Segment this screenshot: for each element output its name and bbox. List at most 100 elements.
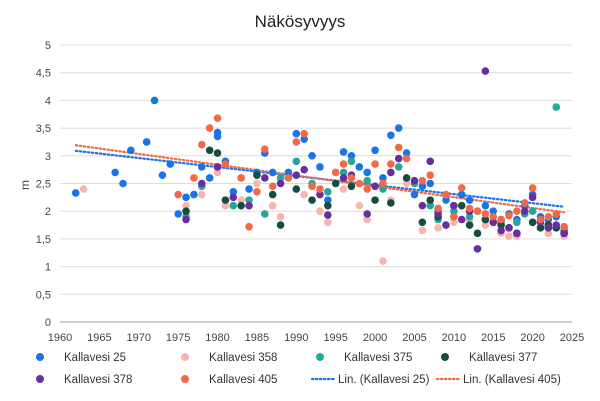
y-tick-label: 4 [45,95,51,107]
data-point [276,179,285,188]
y-tick-label: 4,5 [36,68,51,80]
trendlines [74,144,566,214]
data-point [379,179,387,188]
data-point [324,196,332,204]
data-point [339,160,348,168]
y-tick-label: 3 [45,151,51,163]
data-point [465,204,474,213]
data-point [268,201,277,210]
data-point [450,212,458,221]
legend-label: Kallavesi 25 [64,352,126,364]
data-point [197,163,206,171]
data-point [363,176,372,185]
data-point [379,257,387,265]
x-axis-ticks: 1960 1965 1970 1975 1980 1985 1990 1995 2000 2005… [48,332,584,344]
data-point [284,168,293,177]
data-point [190,174,198,182]
data-point [316,185,324,193]
data-point [426,171,435,179]
legend-label: Kallavesi 375 [344,352,412,364]
data-point [426,201,435,210]
data-point [213,132,222,141]
data-point [182,207,190,215]
data-point [253,171,261,179]
data-point [465,196,474,204]
data-point [402,149,411,157]
data-point [237,201,245,210]
data-point [450,218,458,227]
data-point [371,160,379,168]
legend-label: Kallavesi 405 [209,374,277,386]
data-point [497,226,505,235]
gridlines [60,44,572,323]
x-tick-label: 1985 [245,332,269,344]
data-point [552,221,561,229]
data-point [418,182,427,191]
data-point [465,221,474,229]
data-point [442,221,450,229]
data-point [450,201,458,210]
data-point [190,190,198,199]
data-point [292,171,301,179]
data-point [284,174,293,182]
data-point [402,154,411,163]
y-tick-label: 2,5 [36,179,51,191]
data-point [473,229,482,238]
data-point [481,201,490,210]
y-tick-label: 5 [45,40,51,52]
legend-label: Lin. (Kallavesi 405) [463,374,561,386]
data-point [544,212,553,221]
x-tick-label: 1970 [127,332,151,344]
data-point [402,174,411,182]
data-point [213,149,222,157]
data-point [505,211,513,220]
data-point [363,215,372,224]
data-point [418,218,427,227]
trendline [74,144,566,214]
data-point [205,124,214,132]
x-tick-label: 2005 [402,332,426,344]
data-point [426,196,435,204]
data-point [324,211,332,219]
data-point [182,201,190,210]
data-point [489,212,498,221]
data-point [497,221,505,229]
data-point [418,176,427,185]
data-point [497,215,505,224]
legend-label: Kallavesi 358 [209,352,277,364]
data-point [473,207,482,215]
data-point [371,146,379,155]
y-tick-label: 1,5 [36,234,51,246]
data-point [426,157,435,166]
data-point [268,190,277,199]
data-point [528,193,537,202]
data-point [457,190,466,199]
data-point [79,185,88,193]
x-tick-label: 2000 [363,332,387,344]
data-point [528,207,537,215]
data-point [174,210,182,218]
data-point [261,145,269,153]
data-point [418,226,427,235]
data-point [331,168,340,177]
legend-label: Lin. (Kallavesi 25) [338,374,430,386]
legend-marker [316,353,324,361]
x-tick-label: 2010 [442,332,466,344]
data-point [308,182,316,191]
data-point [316,163,324,171]
legend-marker [36,353,44,361]
x-tick-label: 1980 [205,332,229,344]
data-point [371,196,379,204]
data-point [221,160,230,168]
data-point [71,189,80,197]
data-point [505,232,513,240]
data-point [245,201,253,210]
data-point [410,176,419,185]
x-tick-label: 2025 [560,332,584,344]
data-point [394,143,403,152]
data-point [331,179,340,188]
data-point [324,218,332,227]
data-point [292,157,301,166]
data-points [71,67,568,265]
